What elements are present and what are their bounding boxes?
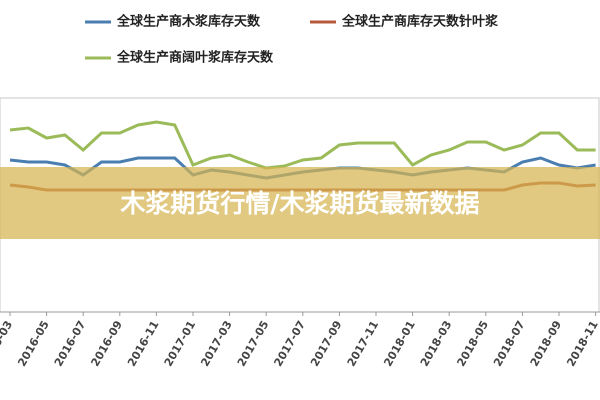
x-tick-label: 2018-01 (381, 319, 418, 369)
banner (0, 167, 600, 239)
x-tick-label: 2017-01 (162, 319, 199, 369)
x-tick-label: 2018-11 (564, 319, 600, 369)
x-tick-label: 2018-05 (454, 319, 491, 369)
x-tick-label: 2016-05 (15, 319, 52, 369)
x-tick-label: 2016-11 (125, 319, 162, 369)
x-tick-label: 2017-11 (345, 319, 382, 369)
x-tick-label: 2018-09 (528, 319, 565, 369)
x-tick-label: 2017-03 (198, 319, 235, 369)
x-tick-label: 2016-03 (0, 319, 15, 369)
x-tick-label: 2016-09 (88, 319, 125, 369)
legend-label: 全球生产商阔叶浆库存天数 (116, 50, 274, 66)
legend-label: 全球生产商木浆库存天数 (116, 14, 261, 30)
x-tick-label: 2016-07 (52, 319, 89, 369)
x-tick-label: 2018-03 (418, 319, 455, 369)
x-tick-label: 2017-09 (308, 319, 345, 369)
x-tick-label: 2018-07 (491, 319, 528, 369)
banner-title: 木浆期货行情/木浆期货最新数据 (119, 189, 479, 218)
legend-label: 全球生产商库存天数针叶浆 (341, 14, 499, 30)
series-line (9, 120, 596, 170)
x-tick-label: 2017-05 (235, 319, 272, 369)
x-tick-label: 2017-07 (271, 319, 308, 369)
